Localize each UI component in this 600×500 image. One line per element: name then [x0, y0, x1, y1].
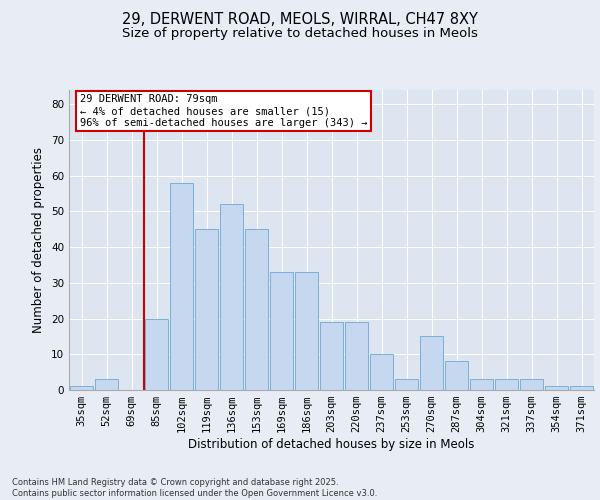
X-axis label: Distribution of detached houses by size in Meols: Distribution of detached houses by size … [188, 438, 475, 451]
Bar [420, 336, 443, 390]
Bar [220, 204, 243, 390]
Bar [170, 183, 193, 390]
Bar [470, 380, 493, 390]
Bar [295, 272, 318, 390]
Bar [320, 322, 343, 390]
Text: Size of property relative to detached houses in Meols: Size of property relative to detached ho… [122, 28, 478, 40]
Bar [95, 380, 118, 390]
Bar [495, 380, 518, 390]
Bar [395, 380, 418, 390]
Bar [370, 354, 393, 390]
Text: 29, DERWENT ROAD, MEOLS, WIRRAL, CH47 8XY: 29, DERWENT ROAD, MEOLS, WIRRAL, CH47 8X… [122, 12, 478, 28]
Bar [270, 272, 293, 390]
Bar [195, 230, 218, 390]
Bar [70, 386, 93, 390]
Text: Contains HM Land Registry data © Crown copyright and database right 2025.
Contai: Contains HM Land Registry data © Crown c… [12, 478, 377, 498]
Bar [520, 380, 543, 390]
Bar [445, 362, 468, 390]
Bar [345, 322, 368, 390]
Bar [570, 386, 593, 390]
Bar [545, 386, 568, 390]
Text: 29 DERWENT ROAD: 79sqm
← 4% of detached houses are smaller (15)
96% of semi-deta: 29 DERWENT ROAD: 79sqm ← 4% of detached … [79, 94, 367, 128]
Y-axis label: Number of detached properties: Number of detached properties [32, 147, 46, 333]
Bar [245, 230, 268, 390]
Bar [145, 318, 168, 390]
